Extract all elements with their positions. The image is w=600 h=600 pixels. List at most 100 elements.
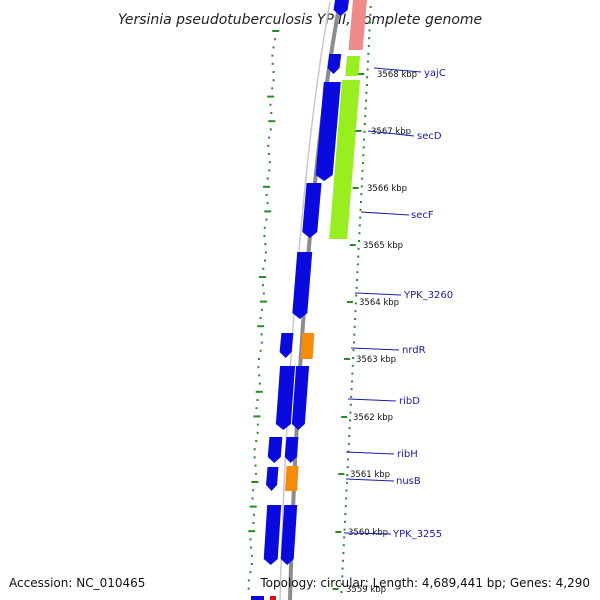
skew-dot xyxy=(345,489,348,492)
gene-label-ribD[interactable]: ribD xyxy=(399,396,420,407)
cds-block-YPK_3255-a[interactable] xyxy=(263,505,282,565)
leader-ribH xyxy=(345,451,395,455)
gc-dot xyxy=(260,333,263,336)
gc-dot xyxy=(257,325,265,328)
leader-nusB xyxy=(345,478,395,482)
skew-dot xyxy=(350,396,353,398)
gene-label-YPK_3260[interactable]: YPK_3260 xyxy=(403,290,453,301)
cds-block-yajC-a[interactable] xyxy=(327,54,342,74)
gc-dot xyxy=(265,194,268,196)
gc-dot xyxy=(260,341,263,344)
skew-dot xyxy=(362,154,365,157)
skew-dot xyxy=(342,559,345,562)
skew-dot xyxy=(344,513,347,515)
cds-block-secD[interactable] xyxy=(315,82,341,181)
gc-dot xyxy=(269,128,272,131)
cds-block-ribD-b[interactable] xyxy=(291,366,310,430)
highlight-block-pink[interactable] xyxy=(348,0,367,50)
highlight-block-orange-nrdR[interactable] xyxy=(300,333,315,359)
gene-label-nrdR[interactable]: nrdR xyxy=(402,345,426,356)
kbp-labels: 3568 kbp 3567 kbp 3566 kbp 3565 kbp 3564… xyxy=(346,70,417,595)
skew-dot xyxy=(341,575,344,578)
gene-label-ribH[interactable]: ribH xyxy=(397,449,418,460)
kbp-label-3564: 3564 kbp xyxy=(359,298,399,308)
gene-label-YPK_3255[interactable]: YPK_3255 xyxy=(392,529,442,540)
gc-content-track xyxy=(247,6,372,593)
skew-dot xyxy=(350,380,353,383)
gc-dot xyxy=(252,522,255,524)
gc-dot xyxy=(263,235,266,237)
skew-dot xyxy=(363,123,366,125)
skew-dot xyxy=(354,310,357,313)
skew-dot xyxy=(347,450,350,453)
gc-dot xyxy=(267,144,270,147)
skew-dot xyxy=(347,458,350,461)
skew-dot xyxy=(364,107,367,110)
gene-label-yajC[interactable]: yajC xyxy=(424,68,446,79)
skew-dot xyxy=(347,442,350,445)
cds-block-top[interactable] xyxy=(333,0,349,16)
gc-dot xyxy=(252,513,255,516)
highlight-track xyxy=(285,0,367,491)
gc-dot xyxy=(256,431,259,434)
skew-dot xyxy=(357,247,360,250)
gc-dot xyxy=(256,399,259,401)
gc-dot xyxy=(266,177,269,180)
skew-dot xyxy=(365,91,368,94)
gc-dot xyxy=(274,38,277,41)
gc-dot xyxy=(251,497,254,500)
kbp-label-3562: 3562 kbp xyxy=(353,413,393,423)
topology-text: Topology: circular; Length: 4,689,441 bp… xyxy=(259,576,590,590)
skew-dot xyxy=(352,341,355,344)
skew-dot xyxy=(343,536,346,539)
skew-dot xyxy=(362,146,365,149)
gc-dot xyxy=(271,54,274,57)
gc-dot xyxy=(252,489,255,492)
cds-block-ribH-a[interactable] xyxy=(267,437,283,463)
highlight-block-orange-nusB[interactable] xyxy=(285,466,299,491)
gc-dot xyxy=(267,95,275,98)
skew-dot xyxy=(346,474,349,476)
highlight-block-green-secD[interactable] xyxy=(329,80,360,239)
gc-dot xyxy=(264,259,267,262)
gc-dot xyxy=(251,481,259,483)
skew-dot xyxy=(356,279,359,281)
skew-dot xyxy=(365,99,368,102)
kbp-label-3563: 3563 kbp xyxy=(356,355,396,365)
skew-dot xyxy=(350,388,353,391)
kbp-label-3561: 3561 kbp xyxy=(350,470,390,480)
cds-block-YPK_3255-b[interactable] xyxy=(280,505,298,565)
gc-dot xyxy=(260,300,268,303)
cds-block-ribH-b[interactable] xyxy=(284,437,299,463)
skew-dot xyxy=(368,37,371,40)
gene-label-secD[interactable]: secD xyxy=(417,131,442,142)
skew-dot xyxy=(348,435,351,437)
gc-dot xyxy=(261,284,264,287)
skew-dot xyxy=(343,520,346,523)
gc-dot xyxy=(265,218,268,221)
skew-dot xyxy=(355,286,358,289)
skew-dot xyxy=(363,130,366,133)
gc-dot xyxy=(258,382,261,385)
gc-dot xyxy=(272,46,275,49)
gene-labels: yajC secD secF YPK_3260 nrdR ribD ribH n… xyxy=(392,68,453,540)
map-title: Yersinia pseudotuberculosis YPIII, compl… xyxy=(118,12,482,28)
skew-dot xyxy=(361,177,364,180)
gc-dot xyxy=(253,415,261,418)
cds-block-YPK_3260[interactable] xyxy=(292,252,313,319)
leader-secF xyxy=(360,211,410,216)
gene-label-secF[interactable]: secF xyxy=(411,210,434,221)
cds-block-ribD-a[interactable] xyxy=(275,366,296,430)
bottom-feature-red xyxy=(270,596,276,600)
cds-block-secF[interactable] xyxy=(302,183,322,238)
gc-dot xyxy=(249,505,257,508)
skew-dot xyxy=(367,45,370,47)
cds-block-nusB[interactable] xyxy=(266,467,279,491)
gene-label-nusB[interactable]: nusB xyxy=(396,476,421,487)
gc-dot xyxy=(247,579,250,582)
cds-block-nrdR[interactable] xyxy=(279,333,294,358)
gc-dot xyxy=(264,210,272,213)
highlight-block-green-a[interactable] xyxy=(345,56,361,76)
skew-dot xyxy=(352,357,355,359)
skew-dot xyxy=(365,84,368,86)
